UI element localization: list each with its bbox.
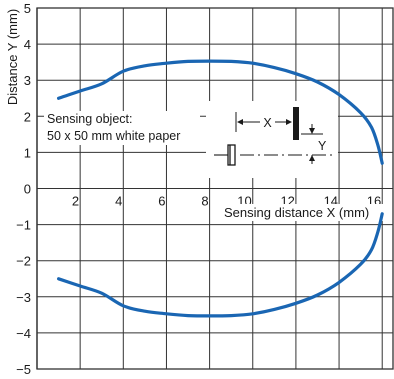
x-axis-label: Sensing distance X (mm): [224, 205, 369, 220]
x-tick-label: 4: [115, 194, 122, 209]
sensor-icon: [227, 144, 236, 166]
annotation-background: [44, 111, 200, 145]
x-tick-label: 2: [72, 194, 79, 209]
series-line: [57, 212, 384, 318]
x-tick-label: 6: [158, 194, 165, 209]
series-line: [57, 59, 384, 165]
y-tick-label: 1: [24, 145, 31, 160]
y-axis-label: Distance Y (mm): [5, 9, 20, 105]
y-tick-label: −4: [16, 326, 31, 341]
y-tick-label: 0: [24, 182, 31, 197]
annotation-line-2: 50 x 50 mm white paper: [47, 129, 180, 143]
y-tick-label: −1: [16, 218, 31, 233]
plot-frame: [36, 7, 394, 370]
series: [57, 59, 384, 318]
x-dim-arrow-right: [286, 119, 292, 125]
x-axis-label-background: [221, 204, 387, 221]
x-dim-arrow-left: [237, 119, 243, 125]
target-plate: [293, 107, 299, 140]
y-dim-arrow-top: [309, 128, 315, 134]
y-dim-label: Y: [318, 139, 327, 153]
y-tick-label: −5: [16, 362, 31, 374]
y-tick-label: 2: [24, 109, 31, 124]
y-dim-arrow-bottom: [309, 155, 315, 161]
y-tick-label: −3: [16, 290, 31, 305]
annotation-line-1: Sensing object:: [47, 112, 132, 126]
y-tick-label: −2: [16, 254, 31, 269]
x-dim-label: X: [263, 116, 272, 130]
y-tick-label: 4: [24, 37, 31, 52]
sensing-diagram: X Y: [206, 101, 338, 178]
x-tick-label: 8: [201, 194, 208, 209]
y-tick-label: 5: [24, 1, 31, 16]
y-tick-label: 3: [24, 73, 31, 88]
